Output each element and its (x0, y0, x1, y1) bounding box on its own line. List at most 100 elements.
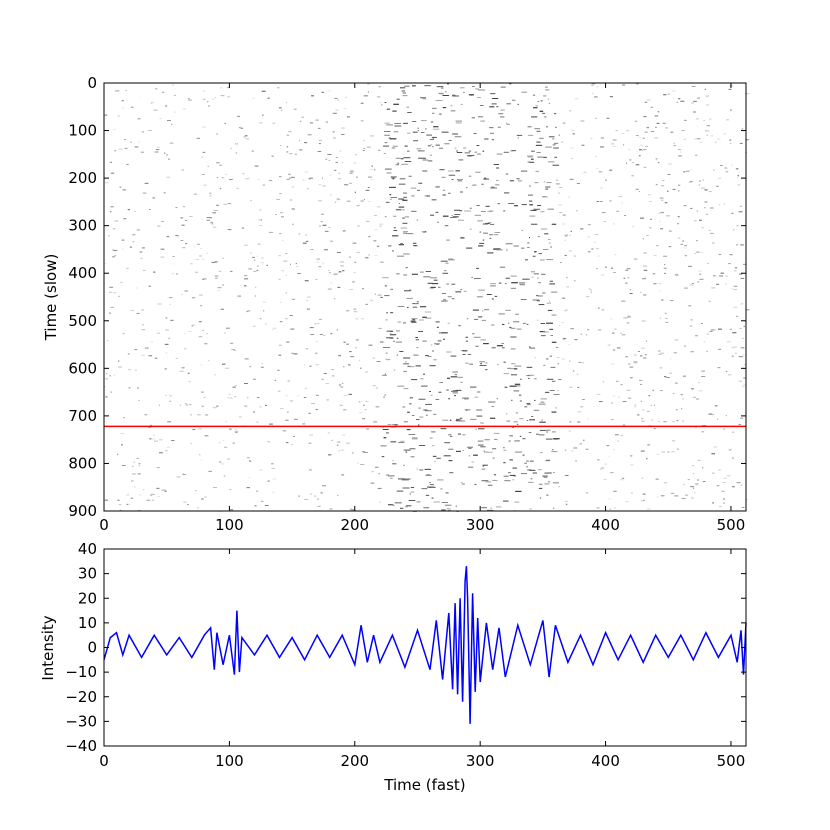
heatmap-cell (709, 232, 714, 234)
heatmap-cell (600, 187, 603, 189)
heatmap-cell (733, 306, 738, 308)
heatmap-cell (131, 480, 134, 482)
heatmap-cell (692, 465, 694, 467)
heatmap-cell (334, 298, 336, 300)
heatmap-cell (340, 404, 343, 406)
heatmap-cell (642, 265, 647, 267)
heatmap-cell (447, 296, 452, 298)
heatmap-cell (663, 94, 667, 96)
heatmap-cell (126, 163, 129, 165)
heatmap-cell (256, 397, 260, 398)
heatmap-cell (243, 136, 246, 138)
heatmap-cell (511, 282, 518, 284)
heatmap-cell (278, 107, 282, 109)
heatmap-cell (564, 500, 569, 502)
heatmap-cell (126, 495, 129, 496)
heatmap-cell (337, 99, 339, 101)
heatmap-cell (615, 130, 618, 132)
heatmap-cell (510, 327, 516, 329)
heatmap-cell (478, 289, 485, 291)
heatmap-cell (712, 242, 715, 244)
heatmap-cell (201, 498, 204, 500)
heatmap-cell (418, 157, 421, 159)
heatmap-cell (511, 150, 516, 151)
heatmap-cell (279, 176, 282, 178)
heatmap-cell (534, 251, 537, 253)
heatmap-cell (668, 163, 672, 165)
heatmap-cell (282, 240, 284, 242)
heatmap-cell (725, 370, 728, 372)
heatmap-cell (738, 356, 743, 358)
heatmap-cell (620, 435, 624, 436)
heatmap-cell (267, 480, 270, 482)
heatmap-cell (512, 427, 514, 428)
heatmap-cell (434, 343, 440, 345)
heatmap-cell (244, 405, 248, 407)
heatmap-cell (458, 325, 461, 327)
heatmap-cell (306, 308, 310, 310)
heatmap-cell (406, 505, 412, 507)
heatmap-cell (694, 483, 699, 485)
heatmap-cell (728, 449, 732, 451)
heatmap-cell (425, 494, 430, 496)
heatmap-cell (644, 101, 648, 103)
heatmap-cell (440, 93, 444, 95)
heatmap-cell (389, 333, 392, 335)
heatmap-cell (150, 424, 152, 426)
heatmap-cell (664, 376, 667, 378)
heatmap-cell (113, 374, 116, 376)
heatmap-cell (230, 509, 234, 511)
heatmap-cell (406, 106, 409, 108)
heatmap-cell (466, 247, 473, 249)
heatmap-cell (639, 191, 640, 192)
heatmap-cell (380, 445, 387, 447)
heatmap-cell (553, 147, 559, 149)
heatmap-cell (564, 239, 566, 241)
heatmap-cell (302, 179, 305, 181)
heatmap-cell (129, 246, 132, 248)
heatmap-cell (184, 290, 188, 292)
heatmap-cell (410, 456, 415, 458)
heatmap-cell (333, 137, 336, 139)
heatmap-cell (698, 459, 701, 461)
heatmap-cell (281, 270, 284, 272)
heatmap-cell (108, 235, 110, 237)
heatmap-cell (367, 83, 370, 85)
heatmap-cell (692, 283, 694, 284)
heatmap-cell (137, 118, 141, 120)
heatmap-cell (286, 341, 290, 343)
heatmap-cell (328, 90, 331, 92)
heatmap-cell (479, 231, 482, 233)
heatmap-cell (693, 111, 696, 113)
heatmap-cell (545, 89, 550, 91)
heatmap-cell (355, 347, 357, 349)
heatmap-cell (179, 404, 181, 406)
heatmap-cell (342, 230, 346, 232)
heatmap-cell (539, 137, 544, 139)
heatmap-cell (214, 261, 218, 263)
heatmap-cell (122, 465, 126, 466)
heatmap-cell (482, 310, 484, 312)
heatmap-cell (210, 222, 213, 224)
heatmap-cell (600, 468, 602, 470)
heatmap-cell (546, 259, 554, 261)
heatmap-cell (684, 245, 687, 247)
heatmap-cell (665, 127, 668, 129)
heatmap-cell (724, 167, 727, 169)
y-tick-label: 10 (78, 614, 97, 632)
heatmap-cell (429, 277, 437, 279)
heatmap-cell (544, 472, 549, 474)
heatmap-cell (385, 319, 388, 321)
heatmap-cell (732, 486, 735, 488)
heatmap-cell (105, 378, 109, 380)
heatmap-cell (370, 179, 374, 181)
heatmap-cell (183, 348, 187, 350)
heatmap-cell (561, 358, 565, 360)
heatmap-cell (531, 116, 538, 118)
heatmap-cell (710, 329, 715, 331)
heatmap-cell (623, 424, 625, 426)
heatmap-cell (386, 330, 393, 332)
heatmap-cell (696, 210, 698, 212)
heatmap-cell (314, 323, 317, 325)
heatmap-cell (401, 198, 404, 200)
